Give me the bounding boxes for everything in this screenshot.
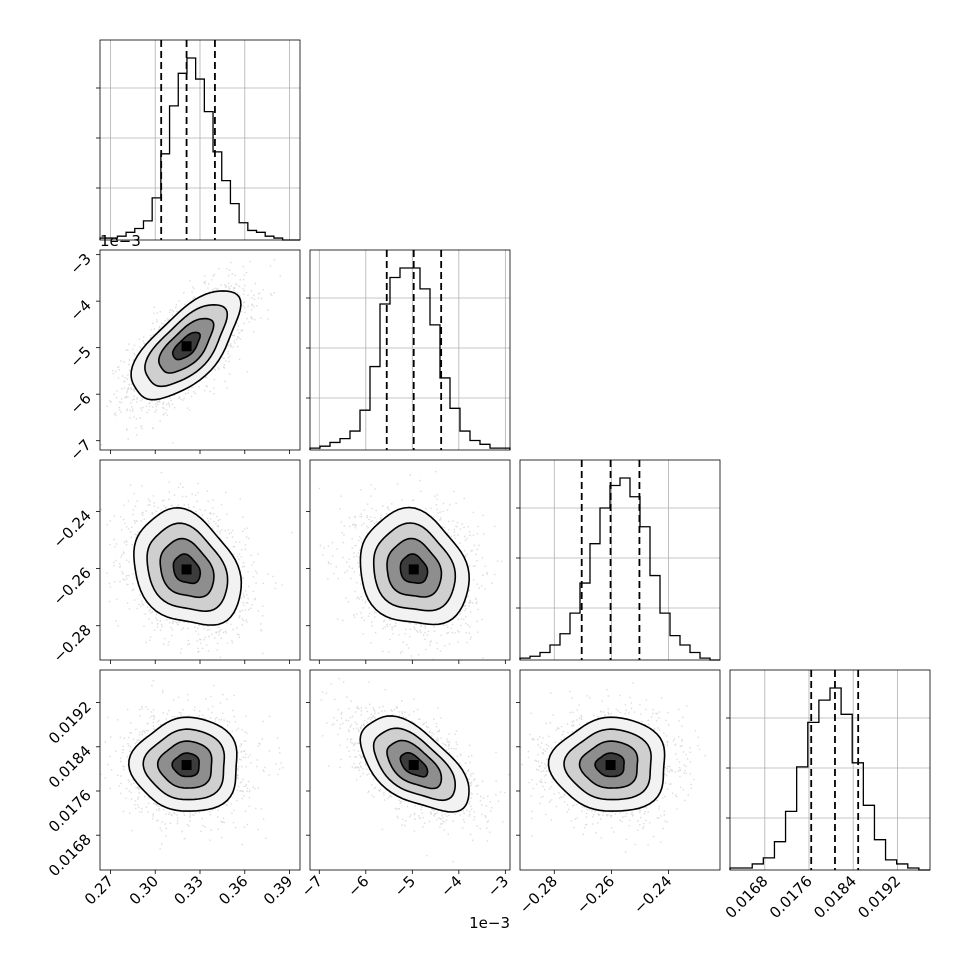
hist-panel-2	[516, 459, 721, 661]
contour-line	[171, 331, 201, 361]
y-tick-label: 0.0168	[45, 830, 95, 880]
pair-panel-0-1	[96, 249, 301, 454]
contour-line	[159, 537, 215, 599]
panel-content	[100, 472, 293, 660]
hist-panel-1	[306, 249, 511, 451]
panel-frame	[99, 39, 301, 241]
x-tick-label: 0.0168	[722, 872, 772, 922]
panel-frame	[309, 249, 511, 451]
x-tick-label: −0.28	[516, 872, 561, 917]
x-tick-label: −4	[437, 872, 465, 900]
panel-frame	[309, 459, 511, 661]
x-offset-label: 1e−3	[469, 914, 510, 932]
y-tick-label: −4	[66, 296, 94, 324]
contour-line	[142, 728, 226, 801]
contour-line	[172, 553, 202, 585]
contour-line	[386, 739, 443, 790]
histogram-step	[99, 57, 300, 241]
x-tick-label: 0.39	[260, 872, 296, 908]
x-tick-label: −0.26	[573, 872, 618, 917]
pair-panel-0-3	[96, 669, 301, 874]
panel-frame	[99, 669, 301, 871]
pair-panel-0-2	[96, 459, 301, 664]
x-tick-label: 0.30	[126, 872, 162, 908]
pair-panel-1-2	[306, 459, 511, 664]
x-tick-label: −6	[344, 872, 372, 900]
panel-content	[100, 670, 284, 850]
histogram-step	[309, 267, 511, 450]
contour-line	[157, 317, 215, 374]
x-tick-label: −0.24	[630, 872, 675, 917]
histogram-step	[729, 687, 930, 871]
y-tick-label: −7	[66, 436, 94, 464]
contour-line	[144, 303, 229, 388]
y-tick-label: 0.0184	[45, 742, 95, 792]
x-tick-label: −7	[298, 872, 326, 900]
contour-line	[359, 715, 470, 813]
contour-line	[547, 716, 666, 812]
panel-content	[320, 677, 510, 863]
contour-line	[386, 537, 443, 598]
contour-line	[146, 522, 229, 613]
hist-panel-3	[726, 669, 931, 871]
density-peak	[181, 760, 192, 771]
panel-frame	[519, 669, 721, 871]
contour-line	[578, 740, 639, 789]
contour-line	[156, 740, 213, 789]
pair-panel-1-3	[306, 669, 511, 874]
contour-line	[133, 506, 243, 626]
contour-line	[594, 752, 625, 778]
panel-frame	[309, 669, 511, 871]
contour-line	[372, 727, 457, 802]
panel-frame	[729, 669, 931, 871]
contour-line	[399, 752, 429, 778]
x-tick-label: 0.27	[81, 872, 117, 908]
panel-content	[100, 259, 281, 446]
y-tick-label: 0.0192	[45, 698, 95, 748]
panel-frame	[519, 459, 721, 661]
x-tick-label: −3	[484, 872, 512, 900]
contour-line	[359, 506, 471, 626]
y-tick-label: −0.24	[50, 507, 95, 552]
panel-content	[520, 682, 706, 853]
x-tick-label: 0.36	[215, 872, 251, 908]
contour-line	[399, 553, 429, 585]
density-peak	[605, 760, 616, 771]
x-tick-label: −5	[391, 872, 419, 900]
contour-line	[127, 716, 238, 812]
x-tick-label: 0.0176	[766, 872, 816, 922]
density-peak	[181, 564, 192, 575]
density-peak	[408, 760, 419, 771]
panel-content	[318, 471, 503, 660]
panel-frame	[99, 249, 301, 451]
contour-line	[171, 752, 200, 778]
y-tick-label: 0.0176	[45, 786, 95, 836]
y-tick-label: −0.28	[50, 621, 95, 666]
y-tick-label: −5	[66, 343, 94, 371]
pair-panel-2-3	[516, 669, 721, 874]
x-tick-label: 0.0184	[810, 872, 860, 922]
density-peak	[408, 564, 419, 575]
contour-line	[130, 290, 242, 401]
panel-frame	[99, 459, 301, 661]
contour-line	[563, 728, 652, 801]
y-tick-label: −3	[66, 250, 94, 278]
y-offset-label: 1e−3	[100, 232, 141, 250]
hist-panel-0	[96, 39, 301, 241]
contour-line	[372, 522, 457, 612]
density-peak	[181, 341, 192, 352]
y-tick-label: −6	[66, 389, 94, 417]
x-tick-label: 0.33	[170, 872, 206, 908]
x-tick-label: 0.0192	[854, 872, 904, 922]
histogram-step	[519, 477, 720, 661]
y-tick-label: −0.26	[50, 564, 95, 609]
